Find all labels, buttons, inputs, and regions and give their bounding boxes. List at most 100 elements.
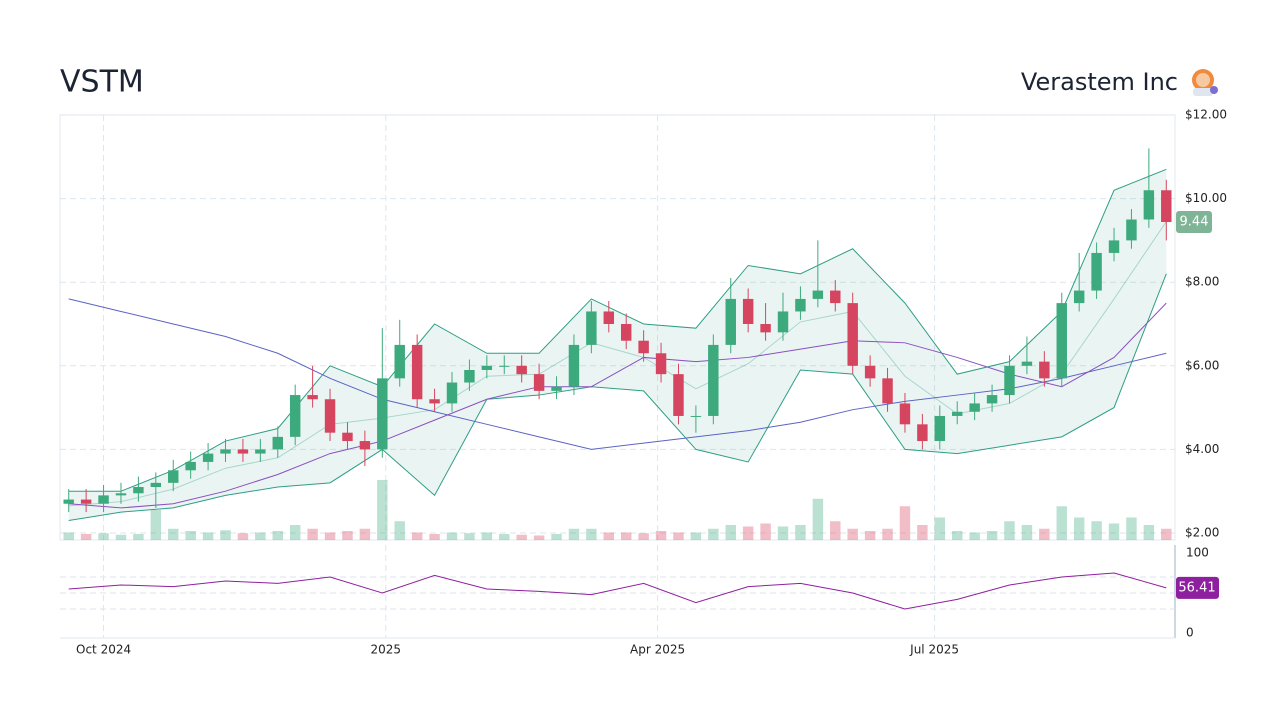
moving-average [68, 302, 1167, 509]
volume-bar [1143, 525, 1155, 540]
candle-body [864, 365, 876, 379]
last-price: 9.44 [1180, 215, 1209, 230]
y-tick-label: $12.00 [1185, 108, 1227, 122]
volume-bar [359, 528, 371, 540]
volume-bar [690, 532, 702, 540]
candle-body [673, 374, 684, 416]
volume-bar [237, 533, 249, 540]
volume-bar [133, 534, 144, 540]
volume-bar [1004, 521, 1015, 540]
candle-body [446, 382, 458, 404]
last-rsi-box [1176, 576, 1219, 599]
candle-body [1126, 219, 1137, 241]
candle-body [1056, 303, 1067, 379]
candle-body [533, 374, 545, 391]
candle-body [603, 311, 615, 324]
volume-bar [1021, 525, 1033, 540]
candle-body [168, 470, 179, 483]
company-icon [1192, 69, 1218, 96]
volume-bar [551, 534, 562, 540]
candle-body [1039, 361, 1050, 379]
volume-bar [289, 525, 301, 540]
band-upper [68, 168, 1167, 492]
candle-body [377, 378, 388, 450]
candle-body [638, 340, 649, 354]
volume-bar [725, 525, 736, 540]
candle-body [255, 449, 266, 454]
volume-bar [742, 526, 754, 540]
last-rsi: 56.41 [1178, 580, 1215, 595]
candle-body [777, 311, 789, 333]
x-tick-label: Apr 2025 [630, 643, 685, 657]
y-tick-label: $4.00 [1185, 442, 1219, 456]
candle-body [830, 290, 841, 304]
candle-body [307, 395, 318, 400]
volume-bar [202, 532, 214, 540]
candle-body [411, 344, 423, 400]
ticker: VSTM [60, 65, 144, 100]
volume-bar [464, 533, 475, 540]
y-tick-label: $6.00 [1185, 358, 1219, 372]
candle-body [725, 298, 736, 345]
volume-bar [777, 526, 789, 540]
volume-bar [1108, 523, 1120, 540]
volume-bar [969, 532, 980, 540]
candle-body [882, 378, 893, 404]
volume-bar [655, 531, 667, 540]
y-tick-label: $2.00 [1185, 526, 1219, 540]
volume-bar [620, 532, 632, 540]
candle-body [760, 324, 771, 333]
volume-bar [80, 534, 92, 540]
candle-body [551, 386, 562, 391]
volume-bar [1056, 506, 1067, 540]
y-tick-label: $10.00 [1185, 191, 1227, 205]
candle-body [1108, 240, 1120, 253]
volume-bar [255, 532, 266, 540]
candle-body [690, 415, 702, 417]
volume-bar [220, 530, 231, 540]
candle-body [342, 432, 353, 442]
volume-bar [1039, 528, 1050, 540]
volume-bar [934, 517, 946, 540]
band-area [68, 169, 1167, 521]
candle-body [359, 441, 371, 450]
company-name: Verastem Inc [1021, 68, 1178, 96]
band-middle [68, 221, 1167, 507]
candle-body [429, 399, 440, 404]
volume-bar [377, 480, 388, 540]
volume-bar [1073, 517, 1085, 540]
candle-body [742, 298, 754, 324]
candle-body [1073, 290, 1085, 304]
candle-body [1004, 365, 1015, 396]
candle-body [516, 365, 527, 375]
volume-bar [411, 532, 423, 540]
volume-bar [446, 532, 458, 540]
candle-body [63, 499, 74, 504]
volume-bar [185, 531, 196, 540]
volume-bar [429, 534, 440, 540]
x-tick-label: 2025 [371, 643, 402, 657]
candle-body [115, 493, 127, 496]
volume-bar [864, 531, 876, 540]
volume-bar [168, 528, 179, 540]
candle-body [795, 298, 806, 312]
candle-body [464, 369, 475, 383]
volume-bar [98, 533, 109, 540]
volume-bar [516, 534, 527, 540]
candle-body [133, 487, 144, 494]
volume-bar [986, 531, 998, 540]
candle-body [969, 403, 980, 412]
candle-body [847, 303, 858, 366]
volume-bar [1161, 528, 1172, 540]
volume-bar [917, 525, 928, 540]
candle-body [237, 449, 249, 454]
volume-bar [638, 533, 649, 540]
volume-bar [673, 532, 684, 540]
volume-bar [481, 532, 493, 540]
candle-body [324, 399, 336, 433]
candle-body [934, 415, 946, 442]
volume-bar [324, 532, 336, 540]
candle-body [812, 290, 824, 299]
